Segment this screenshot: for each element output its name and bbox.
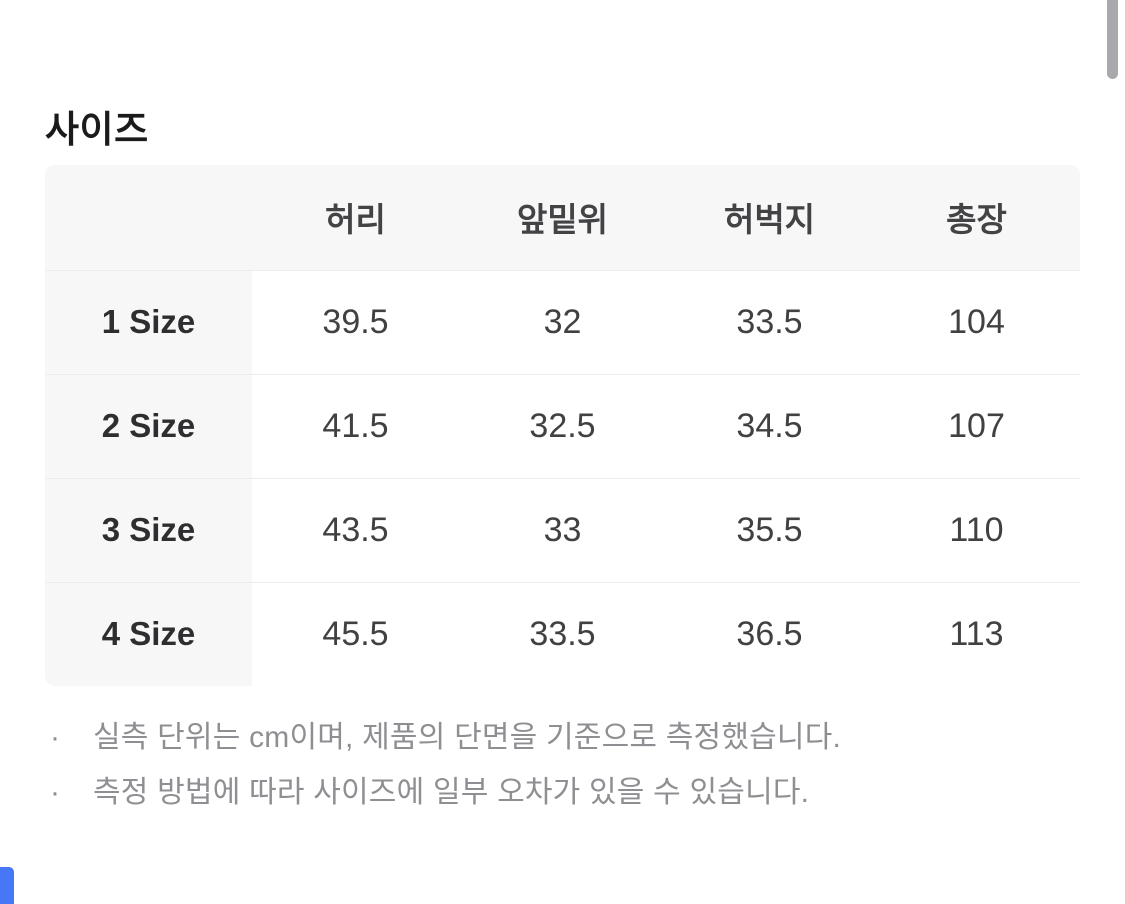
cell-size2-front-rise: 32.5	[459, 374, 666, 478]
row-label-size-4: 4 Size	[45, 582, 252, 686]
size-table-container: 허리 앞밑위 허벅지 총장 1 Size 39.5 32 33.5 104 2 …	[45, 165, 1080, 686]
page-title: 사이즈	[45, 108, 149, 150]
note-text-measurement-unit: 실측 단위는 cm이며, 제품의 단면을 기준으로 측정했습니다.	[93, 721, 842, 754]
cell-size4-total-length: 113	[873, 582, 1080, 686]
cell-size4-waist: 45.5	[252, 582, 459, 686]
bullet-icon: ·	[50, 776, 60, 809]
table-row: 4 Size 45.5 33.5 36.5 113	[45, 582, 1080, 686]
table-row: 2 Size 41.5 32.5 34.5 107	[45, 374, 1080, 478]
cell-size2-waist: 41.5	[252, 374, 459, 478]
floating-button-fragment[interactable]	[0, 867, 14, 904]
cell-size4-front-rise: 33.5	[459, 582, 666, 686]
table-row: 1 Size 39.5 32 33.5 104	[45, 270, 1080, 374]
cell-size1-total-length: 104	[873, 270, 1080, 374]
row-label-size-1: 1 Size	[45, 270, 252, 374]
header-cell-waist: 허리	[252, 165, 459, 270]
header-cell-thigh: 허벅지	[666, 165, 873, 270]
cell-size3-total-length: 110	[873, 478, 1080, 582]
cell-size4-thigh: 36.5	[666, 582, 873, 686]
measurement-notes: · 실측 단위는 cm이며, 제품의 단면을 기준으로 측정했습니다. · 측정…	[45, 710, 1045, 820]
header-cell-front-rise: 앞밑위	[459, 165, 666, 270]
row-label-size-3: 3 Size	[45, 478, 252, 582]
row-label-size-2: 2 Size	[45, 374, 252, 478]
cell-size1-waist: 39.5	[252, 270, 459, 374]
note-text-measurement-tolerance: 측정 방법에 따라 사이즈에 일부 오차가 있을 수 있습니다.	[93, 776, 810, 809]
table-row: 3 Size 43.5 33 35.5 110	[45, 478, 1080, 582]
header-cell-total-length: 총장	[873, 165, 1080, 270]
cell-size3-thigh: 35.5	[666, 478, 873, 582]
size-table: 허리 앞밑위 허벅지 총장 1 Size 39.5 32 33.5 104 2 …	[45, 165, 1080, 686]
note-line: · 실측 단위는 cm이며, 제품의 단면을 기준으로 측정했습니다.	[45, 710, 1045, 765]
cell-size2-thigh: 34.5	[666, 374, 873, 478]
header-cell-empty	[45, 165, 252, 270]
cell-size2-total-length: 107	[873, 374, 1080, 478]
bullet-icon: ·	[50, 721, 60, 754]
note-line: · 측정 방법에 따라 사이즈에 일부 오차가 있을 수 있습니다.	[45, 765, 1045, 820]
size-table-header-row: 허리 앞밑위 허벅지 총장	[45, 165, 1080, 270]
cell-size3-front-rise: 33	[459, 478, 666, 582]
vertical-scrollbar-thumb[interactable]	[1107, 0, 1118, 79]
cell-size1-thigh: 33.5	[666, 270, 873, 374]
cell-size1-front-rise: 32	[459, 270, 666, 374]
cell-size3-waist: 43.5	[252, 478, 459, 582]
